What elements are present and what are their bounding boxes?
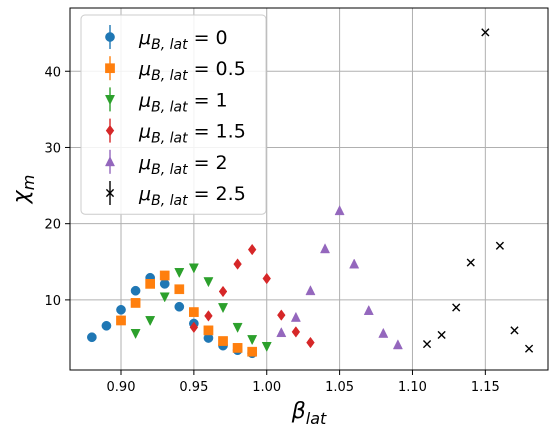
data-point	[218, 303, 229, 314]
y-tick-label: 40	[44, 65, 61, 80]
legend-label: μB, lat = 1	[138, 89, 228, 115]
legend-entry: μB, lat = 1	[104, 87, 228, 115]
legend-entry: μB, lat = 1.5	[105, 118, 246, 147]
legend-label: μB, lat = 2	[138, 152, 228, 178]
legend-marker	[104, 156, 116, 167]
legend-entry: μB, lat = 0	[105, 25, 228, 53]
series-0	[87, 272, 258, 359]
data-point	[276, 327, 287, 338]
data-point	[378, 327, 389, 338]
data-point	[189, 321, 199, 334]
series-3	[189, 243, 315, 349]
data-point	[247, 243, 257, 256]
x-tick-label: 1.00	[252, 380, 281, 395]
data-point	[189, 307, 199, 317]
data-point	[247, 335, 258, 346]
data-point	[277, 309, 286, 321]
plot-frame	[69, 7, 549, 371]
data-point	[203, 277, 214, 288]
data-point	[188, 263, 199, 274]
data-point	[524, 344, 534, 353]
data-point	[510, 326, 519, 335]
legend-entry: μB, lat = 2	[104, 149, 228, 178]
data-point	[290, 311, 301, 322]
y-tick-label: 10	[44, 294, 61, 309]
data-point	[305, 285, 316, 296]
data-point	[159, 279, 170, 289]
data-point	[262, 272, 271, 285]
x-tick-label: 1.15	[471, 380, 500, 395]
data-point	[349, 258, 360, 269]
data-point	[291, 326, 301, 338]
legend-label: μB, lat = 0.5	[138, 58, 246, 84]
x-tick-label: 0.90	[107, 380, 136, 395]
legend-marker	[104, 95, 116, 106]
data-point	[334, 205, 345, 216]
data-point	[363, 304, 374, 315]
x-tick-label: 1.05	[325, 380, 354, 395]
legend-marker	[105, 63, 115, 74]
data-point	[218, 336, 228, 346]
legend-label: μB, lat = 2.5	[138, 183, 246, 209]
data-point	[320, 243, 331, 254]
data-point	[174, 268, 185, 279]
data-point	[130, 329, 141, 340]
data-point	[204, 310, 213, 322]
data-point	[116, 304, 126, 315]
x-axis-label: βlat	[291, 399, 327, 428]
x-tick-label: 0.95	[179, 380, 208, 395]
y-tick-label: 30	[44, 141, 61, 156]
data-point	[261, 341, 272, 352]
legend-label: μB, lat = 0	[138, 27, 228, 53]
data-point	[452, 303, 461, 312]
y-axis-label: χm	[9, 175, 38, 205]
data-point	[232, 322, 243, 333]
data-point	[159, 270, 170, 281]
data-point	[174, 284, 185, 295]
data-point	[437, 330, 446, 340]
legend: μB, lat = 0 μB, lat = 0.5 μB, lat = 1 μB, l…	[80, 14, 267, 215]
legend-marker	[105, 188, 115, 198]
legend-box	[80, 14, 267, 215]
data-point	[232, 343, 243, 353]
data-point	[87, 332, 97, 343]
data-point	[466, 258, 475, 267]
legend-entry: μB, lat = 2.5	[105, 181, 246, 209]
legend-entry: μB, lat = 0.5	[105, 56, 246, 84]
x-tick-label: 1.10	[398, 380, 427, 395]
legend-marker	[105, 32, 115, 42]
data-point	[130, 298, 141, 308]
data-point	[481, 28, 490, 37]
data-point	[145, 279, 156, 289]
data-point	[233, 258, 242, 270]
ticks: 0.90 0.95 1.00 1.05 1.10 1.15 10 20 30 40	[44, 65, 499, 395]
series-1	[116, 270, 258, 357]
data-point	[145, 316, 156, 327]
data-point	[101, 320, 112, 331]
data-point	[392, 339, 403, 350]
series-4	[276, 205, 403, 350]
data-point	[422, 339, 432, 349]
data-point	[247, 346, 258, 357]
data-point	[218, 285, 228, 298]
data-point	[306, 336, 315, 349]
legend-label: μB, lat = 1.5	[138, 121, 246, 147]
data-point	[203, 325, 214, 336]
series-layer	[87, 28, 534, 359]
data-point	[174, 301, 185, 312]
data-point	[116, 315, 126, 326]
legend-marker	[105, 124, 115, 137]
y-tick-label: 20	[44, 218, 61, 233]
data-point	[130, 285, 141, 296]
series-5	[422, 28, 534, 353]
data-point	[495, 241, 505, 250]
data-point	[159, 292, 170, 303]
series-2	[130, 263, 272, 352]
